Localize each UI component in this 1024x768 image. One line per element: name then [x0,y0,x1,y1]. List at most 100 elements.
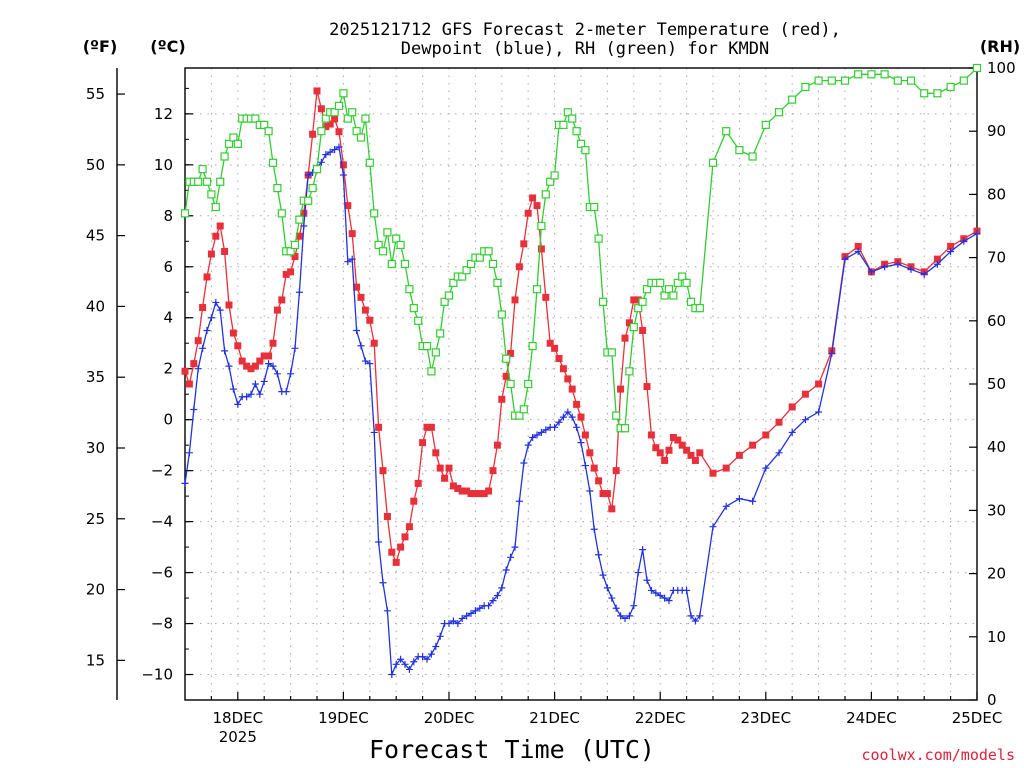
dewpoint-point [489,597,497,605]
dewpoint-point [216,306,224,314]
temperature-point [815,380,823,388]
temperature-point [445,464,453,472]
temperature-point [366,316,374,324]
fahrenheit-tick-label: 35 [86,368,105,386]
rh-point [370,209,379,218]
dewpoint-point [749,497,757,505]
series-layer [180,63,982,679]
dewpoint-point [427,650,435,658]
dewpoint-point [595,551,603,559]
temperature-point [348,230,356,238]
rh-tick-label: 60 [987,312,1006,330]
temperature-point [595,477,603,485]
dewpoint-point [920,270,928,278]
rh-point [840,76,850,85]
rh-point [400,259,410,269]
temperature-point [353,283,361,291]
dewpoint-point [265,360,273,368]
dewpoint-point [229,385,237,393]
temperature-point [260,352,268,360]
dewpoint-point [388,671,396,679]
fahrenheit-tick-label: 30 [86,439,105,457]
temperature-point [199,304,207,312]
temperature-point [643,383,651,391]
rh-point [233,139,242,148]
temperature-point [291,253,299,261]
temperature-point [612,467,620,475]
rh-point [427,367,436,376]
rh-point [444,291,454,300]
temperature-point [335,128,343,136]
dewpoint-point [696,612,704,620]
series-rh [180,63,982,433]
dewpoint-point [295,288,303,296]
rh-point [620,424,630,433]
temperature-point [423,423,431,431]
temperature-point [427,423,435,431]
temperature-point [388,548,396,556]
rh-point [664,285,674,294]
rh-point [563,108,572,117]
dewpoint-point [339,171,347,179]
temperature-point [405,523,413,531]
temperature-point [634,296,642,304]
dewpoint-point [432,642,440,650]
temperature-point [564,375,572,383]
temperature-point [194,337,202,345]
rh-point [264,127,273,136]
rh-point [519,405,528,414]
rh-point [515,411,524,420]
dewpoint-point [507,553,515,561]
temperature-point [419,439,427,447]
temperature-point [344,202,352,210]
x-tick-label: 25DEC [952,709,1003,727]
temperature-point [529,194,537,202]
temperature-point [665,446,673,454]
rh-point [484,247,493,256]
dewpoint-point [581,462,589,470]
rh-point [216,177,225,186]
dewpoint-point [643,576,651,584]
rh-point [321,114,330,123]
dewpoint-point [335,143,343,151]
temperature-point [458,487,466,495]
rh-point [827,76,836,85]
rh-point [356,133,366,142]
rh-point [224,139,234,148]
temperature-point [273,306,281,314]
temperature-point [691,456,699,464]
dewpoint-point [493,592,501,600]
dewpoint-point [445,620,453,628]
temperature-point [454,484,462,492]
rh-point [493,278,502,287]
temperature-point [247,365,255,373]
fahrenheit-tick-label: 20 [86,581,105,599]
dewpoint-point [801,416,809,424]
dewpoint-point [586,487,594,495]
rh-point [308,183,317,193]
rh-point [906,76,916,85]
rh-point [629,323,638,332]
dewpoint-point [366,360,374,368]
temperature-point [608,505,616,513]
rh-tick-label: 80 [987,185,1006,203]
dewpoint-point [344,258,352,266]
rh-point [295,215,304,224]
rh-point [581,146,590,155]
dewpoint-point [555,418,563,426]
dewpoint-point [243,393,251,401]
dewpoint-point [542,426,550,434]
temperature-point [520,240,528,248]
temperature-point [559,365,567,373]
temperature-point [485,487,493,495]
rh-point [286,247,295,256]
fahrenheit-tick-label: 15 [86,651,105,669]
dewpoint-point [947,247,955,255]
temperature-point [181,367,189,375]
dewpoint-point [405,665,413,673]
temperature-point [436,464,444,472]
temperature-point [234,342,242,350]
rh-point [488,259,498,269]
rh-point [669,291,678,300]
dewpoint-point [520,459,528,467]
